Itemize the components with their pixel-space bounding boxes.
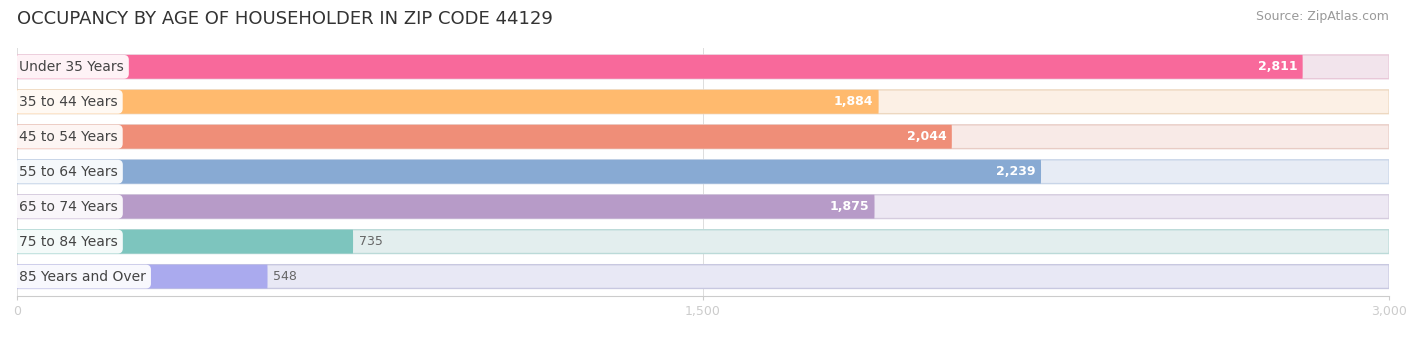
Text: 2,239: 2,239 bbox=[995, 165, 1036, 178]
FancyBboxPatch shape bbox=[17, 265, 1389, 288]
FancyBboxPatch shape bbox=[17, 90, 879, 114]
Text: 85 Years and Over: 85 Years and Over bbox=[20, 270, 146, 284]
FancyBboxPatch shape bbox=[17, 55, 1389, 79]
FancyBboxPatch shape bbox=[17, 230, 1389, 254]
Text: Source: ZipAtlas.com: Source: ZipAtlas.com bbox=[1256, 10, 1389, 23]
FancyBboxPatch shape bbox=[17, 160, 1040, 184]
Text: Under 35 Years: Under 35 Years bbox=[20, 60, 124, 74]
Text: 1,875: 1,875 bbox=[830, 200, 869, 213]
FancyBboxPatch shape bbox=[17, 160, 1389, 184]
FancyBboxPatch shape bbox=[17, 125, 1389, 149]
Text: 35 to 44 Years: 35 to 44 Years bbox=[20, 95, 118, 109]
Text: 1,884: 1,884 bbox=[834, 95, 873, 108]
FancyBboxPatch shape bbox=[17, 125, 952, 149]
FancyBboxPatch shape bbox=[17, 265, 267, 288]
Text: 2,044: 2,044 bbox=[907, 130, 946, 143]
Text: 548: 548 bbox=[273, 270, 297, 283]
Text: 55 to 64 Years: 55 to 64 Years bbox=[20, 165, 118, 179]
FancyBboxPatch shape bbox=[17, 55, 1303, 79]
Text: 2,811: 2,811 bbox=[1257, 60, 1298, 73]
Text: 45 to 54 Years: 45 to 54 Years bbox=[20, 130, 118, 144]
Text: OCCUPANCY BY AGE OF HOUSEHOLDER IN ZIP CODE 44129: OCCUPANCY BY AGE OF HOUSEHOLDER IN ZIP C… bbox=[17, 10, 553, 28]
FancyBboxPatch shape bbox=[17, 195, 1389, 219]
FancyBboxPatch shape bbox=[17, 230, 353, 254]
Text: 65 to 74 Years: 65 to 74 Years bbox=[20, 200, 118, 214]
FancyBboxPatch shape bbox=[17, 90, 1389, 114]
Text: 735: 735 bbox=[359, 235, 382, 248]
FancyBboxPatch shape bbox=[17, 195, 875, 219]
Text: 75 to 84 Years: 75 to 84 Years bbox=[20, 235, 118, 249]
